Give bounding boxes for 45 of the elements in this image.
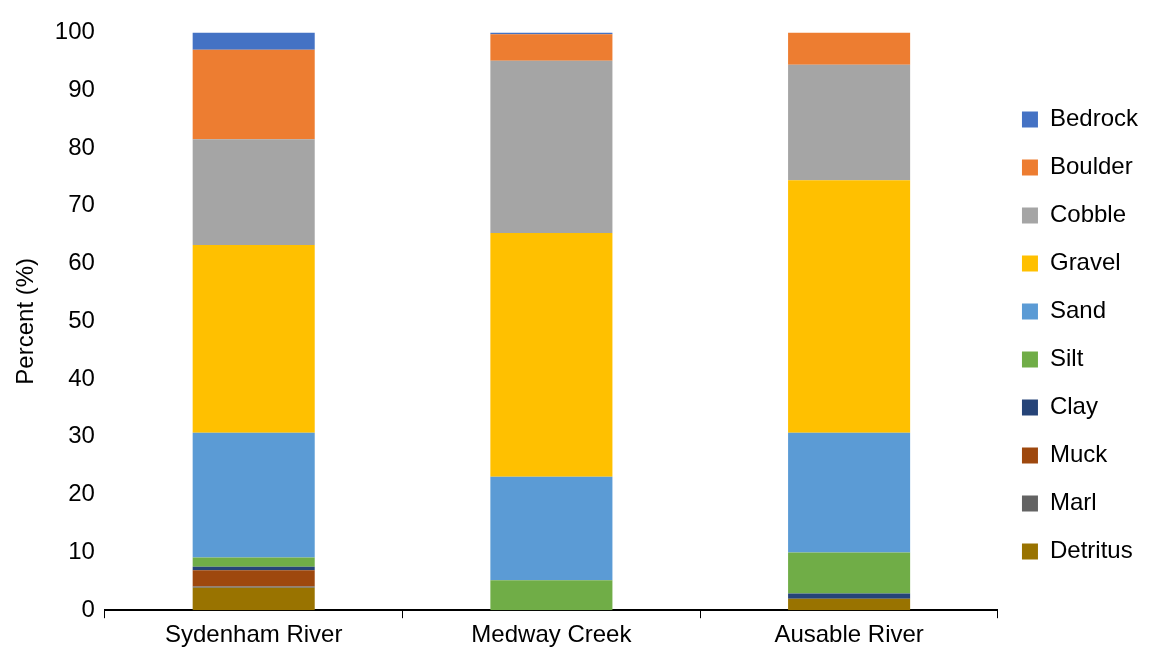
y-tick-label: 80 — [68, 132, 95, 160]
legend-label: Boulder — [1049, 152, 1133, 180]
bar — [192, 557, 315, 567]
x-tick-label: Ausable River — [774, 620, 924, 648]
bar — [490, 476, 613, 581]
bar — [192, 587, 315, 611]
bar — [788, 552, 911, 594]
y-tick-label: 30 — [68, 421, 95, 449]
bar — [788, 598, 911, 611]
x-tick-label: Medway Creek — [471, 620, 633, 648]
bar — [192, 570, 315, 587]
bar — [490, 232, 613, 477]
bar — [192, 432, 315, 558]
y-tick-label: 0 — [81, 594, 95, 622]
bar — [788, 180, 911, 433]
legend-label: Sand — [1049, 296, 1107, 324]
y-tick-label: 10 — [68, 537, 95, 565]
bar — [192, 32, 315, 50]
y-tick-label: 40 — [68, 363, 95, 391]
legend-label: Gravel — [1049, 248, 1121, 276]
legend-label: Cobble — [1049, 200, 1127, 228]
bar — [192, 49, 315, 140]
y-tick-label: 60 — [68, 248, 95, 276]
bar — [788, 32, 911, 65]
bar — [788, 432, 911, 553]
legend-label: Marl — [1049, 488, 1097, 516]
bar — [490, 580, 613, 611]
bar — [788, 593, 911, 599]
bar — [192, 139, 315, 246]
legend-label: Bedrock — [1049, 104, 1139, 132]
bar — [788, 64, 911, 181]
bar — [490, 34, 613, 61]
bar — [490, 60, 613, 233]
legend-label: Silt — [1049, 344, 1084, 372]
legend-label: Detritus — [1049, 536, 1133, 564]
x-tick-label: Sydenham River — [164, 620, 343, 648]
y-tick-label: 50 — [68, 305, 95, 333]
y-tick-label: 20 — [68, 479, 95, 507]
legend-label: Clay — [1049, 392, 1098, 420]
y-tick-label: 70 — [68, 190, 95, 218]
legend-label: Muck — [1049, 440, 1109, 468]
y-axis-title: Percent (%) — [11, 257, 39, 385]
y-tick-label: 90 — [68, 74, 95, 102]
bar — [192, 245, 315, 433]
y-tick-label: 100 — [54, 17, 95, 45]
